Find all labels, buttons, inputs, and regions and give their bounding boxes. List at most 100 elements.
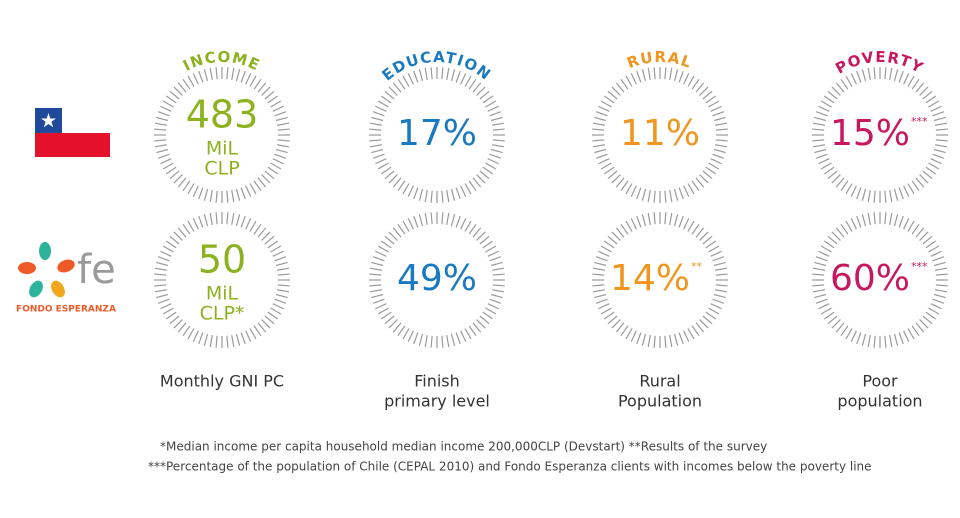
dial-tick [267, 240, 279, 249]
dial-tick [277, 273, 290, 276]
dial-tick [935, 139, 948, 142]
dial-tick [823, 95, 835, 104]
dial-tick [492, 128, 505, 131]
dial-tick [272, 105, 284, 112]
dial-tick [812, 144, 825, 148]
dial-tick [592, 122, 605, 126]
dial-tick [203, 69, 209, 82]
dial-tick [592, 139, 605, 142]
value-unit: MiL [206, 138, 239, 160]
dial-tick [903, 185, 910, 197]
dial-tick [625, 220, 633, 232]
dial-tick [818, 303, 830, 310]
dial-tick [595, 256, 608, 262]
dial-tick [192, 218, 199, 230]
dial-tick [441, 335, 444, 348]
dial-tick [156, 293, 169, 299]
dial-tick [162, 100, 174, 108]
value-unit: MiL [206, 283, 239, 305]
dial-tick [708, 100, 720, 108]
dial-tick [840, 78, 849, 90]
dial-tick [820, 307, 832, 315]
dial-tick [615, 322, 625, 333]
dial-tick [653, 335, 656, 348]
dial-tick [377, 307, 389, 315]
dial-tick [160, 158, 172, 165]
dial-tick [154, 273, 167, 276]
dial-tick [935, 128, 948, 131]
dial-tick [607, 315, 618, 325]
dial-tick [192, 73, 199, 85]
column-label: primary level [384, 392, 490, 411]
value-note: *** [911, 260, 928, 273]
dial-tick [397, 180, 406, 192]
dial-tick [156, 148, 169, 154]
dial-tick [261, 86, 271, 96]
dial-tick [592, 289, 605, 293]
dial-tick [235, 69, 241, 82]
dial-tick [446, 190, 450, 203]
dial-tick [460, 185, 467, 197]
dial-tick [154, 289, 167, 293]
dial-tick [198, 187, 204, 200]
dial-tick [231, 190, 235, 203]
dial-tick [831, 319, 841, 329]
dial-tick [925, 166, 937, 175]
dial-tick [867, 190, 871, 203]
dial-tick [165, 166, 177, 175]
dial-tick [898, 332, 904, 345]
dial-tick [713, 261, 726, 267]
dial-tick [392, 177, 402, 188]
value: 483 [186, 93, 259, 137]
dial-tick [932, 153, 945, 159]
dial-tick [893, 69, 899, 82]
dial-tick [812, 289, 825, 293]
dial-tick [162, 307, 174, 315]
dial-tick [600, 100, 612, 108]
dial-tick [369, 289, 382, 293]
dial-tick [898, 70, 904, 83]
dial-tick [173, 86, 183, 96]
dial-tick [177, 82, 187, 93]
dial-tick [490, 148, 503, 154]
value: 11% [620, 113, 700, 154]
dial-tick [261, 231, 271, 241]
dial-tick [384, 235, 395, 245]
dial-tick [492, 267, 505, 271]
dial-tick [930, 158, 942, 165]
dial-tick [490, 116, 503, 122]
dial-tick [647, 335, 651, 348]
dial-tick [490, 261, 503, 267]
logo-name: FONDO ESPERANZA [16, 305, 116, 315]
dial-tick [384, 90, 395, 100]
dial-tick [275, 148, 288, 154]
dial-tick [450, 333, 456, 346]
dial-tick [889, 190, 893, 203]
dial-tick [446, 67, 450, 80]
dial-tick [240, 215, 246, 228]
dial-tick [240, 187, 246, 200]
dial [154, 212, 290, 348]
dial-tick [620, 78, 629, 90]
dial-tick [482, 95, 494, 104]
dial-tick [856, 70, 862, 83]
dial-tick [261, 174, 271, 184]
dial-tick [388, 86, 398, 96]
dial-tick [930, 250, 942, 257]
dial-tick [823, 311, 835, 320]
dial-tick [173, 174, 183, 184]
dial-tick [397, 325, 406, 337]
dial-tick [441, 190, 444, 203]
dial-tick [673, 188, 679, 201]
fondo-logo: fe FONDO ESPERANZA [16, 242, 116, 315]
dial-tick [162, 245, 174, 253]
dial-tick [664, 190, 667, 203]
dial-tick [455, 332, 461, 345]
dial-tick [424, 190, 428, 203]
dial-tick [215, 67, 218, 80]
dial-tick [814, 293, 827, 299]
dial-tick [165, 95, 177, 104]
dial-tick [594, 261, 607, 267]
dial-tick [173, 231, 183, 241]
dial-tick [169, 170, 180, 180]
